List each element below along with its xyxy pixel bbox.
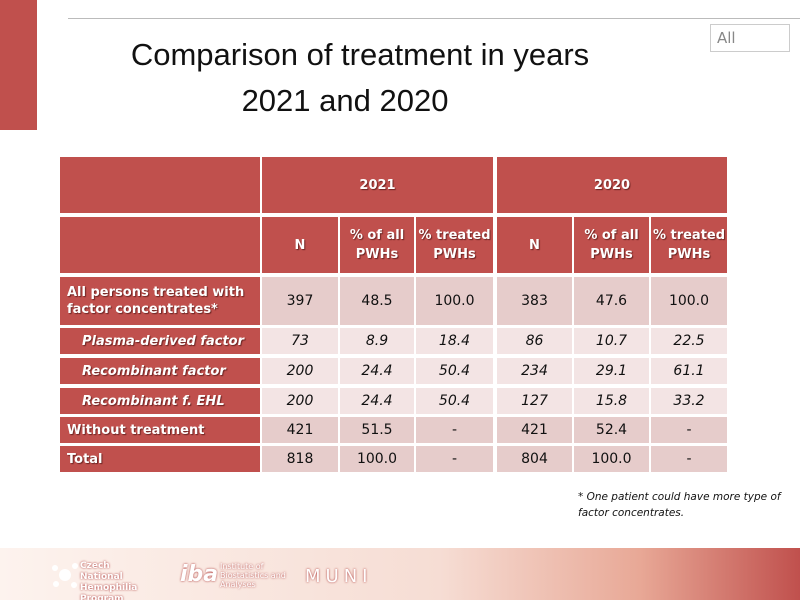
table-cell: -: [416, 446, 493, 472]
top-rule: [68, 18, 800, 19]
table-cell: 397: [262, 277, 338, 325]
table-cell: 51.5: [340, 417, 414, 443]
table-cell: 200: [262, 358, 338, 384]
table-cell: 24.4: [340, 388, 414, 414]
table-cell: -: [416, 417, 493, 443]
row-label: Recombinant factor: [60, 358, 260, 384]
row-label: Plasma-derived factor: [60, 328, 260, 354]
table-cell: 100.0: [574, 446, 649, 472]
table-cell: 383: [497, 277, 572, 325]
row-label: Total: [60, 446, 260, 472]
column-header: % of all PWHs: [340, 217, 414, 273]
group-header: 2021: [262, 157, 493, 213]
table-cell: 234: [497, 358, 572, 384]
title-line: 2021 and 2020: [241, 83, 449, 118]
footer-band: [0, 548, 800, 600]
title: Comparison of treatment in years 2021 an…: [60, 32, 660, 124]
header-cell: [60, 217, 260, 273]
table-cell: 24.4: [340, 358, 414, 384]
column-header: % treated PWHs: [416, 217, 493, 273]
table-cell: 15.8: [574, 388, 649, 414]
row-label: Recombinant f. EHL: [60, 388, 260, 414]
table-cell: 200: [262, 388, 338, 414]
table-cell: 804: [497, 446, 572, 472]
table-cell: 100.0: [340, 446, 414, 472]
table-cell: 86: [497, 328, 572, 354]
group-header: 2020: [497, 157, 727, 213]
column-header: N: [497, 217, 572, 273]
table-cell: 29.1: [574, 358, 649, 384]
table-cell: -: [651, 417, 727, 443]
table-cell: 50.4: [416, 358, 493, 384]
table-cell: -: [651, 446, 727, 472]
table-cell: 22.5: [651, 328, 727, 354]
table-cell: 127: [497, 388, 572, 414]
column-header: % treated PWHs: [651, 217, 727, 273]
table-cell: 100.0: [416, 277, 493, 325]
table-cell: 48.5: [340, 277, 414, 325]
table-cell: 421: [262, 417, 338, 443]
program-logo: [52, 563, 78, 588]
table-cell: 10.7: [574, 328, 649, 354]
footnote: * One patient could have more type of fa…: [578, 491, 781, 519]
table-cell: 818: [262, 446, 338, 472]
table-cell: 47.6: [574, 277, 649, 325]
program-name: Czech National Hemophilia Program: [80, 561, 138, 600]
filter-dropdown[interactable]: All: [710, 24, 790, 52]
table-cell: 61.1: [651, 358, 727, 384]
accent-bar: [0, 0, 37, 130]
row-label: All persons treated with factor concentr…: [60, 277, 260, 325]
row-label: Without treatment: [60, 417, 260, 443]
title-line: Comparison of treatment in years: [130, 37, 590, 72]
iba-name: Institute of Biostatistics and Analyses: [220, 562, 286, 589]
table-cell: 50.4: [416, 388, 493, 414]
column-header: % of all PWHs: [574, 217, 649, 273]
table-cell: 18.4: [416, 328, 493, 354]
iba-logo: iba: [180, 562, 219, 587]
table-cell: 73: [262, 328, 338, 354]
table-cell: 33.2: [651, 388, 727, 414]
table-cell: 8.9: [340, 328, 414, 354]
header-cell: [60, 157, 260, 213]
table-cell: 52.4: [574, 417, 649, 443]
muni-logo: MUNI: [305, 566, 373, 587]
table-cell: 421: [497, 417, 572, 443]
column-header: N: [262, 217, 338, 273]
table-cell: 100.0: [651, 277, 727, 325]
